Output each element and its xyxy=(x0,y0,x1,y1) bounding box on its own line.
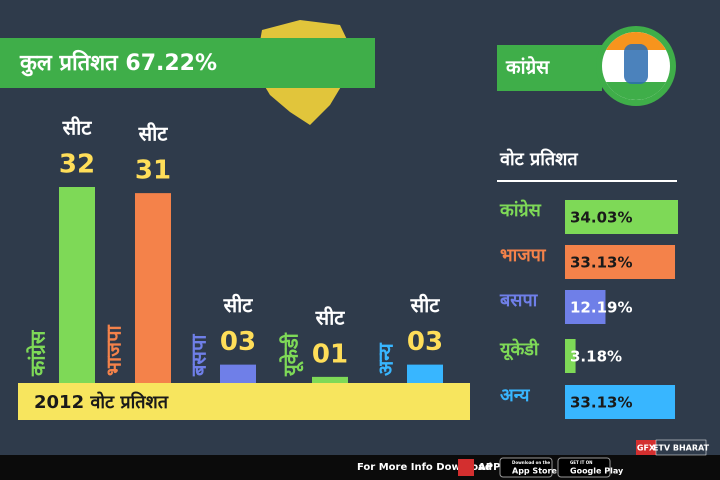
bar xyxy=(135,193,171,383)
value-caption: सीट xyxy=(410,293,441,317)
value-caption: सीट xyxy=(223,293,254,317)
party-logo xyxy=(596,26,676,106)
value-label: 12.19% xyxy=(570,299,632,317)
bar xyxy=(565,385,676,419)
value-label: 32 xyxy=(59,150,95,180)
party-banner xyxy=(497,45,602,91)
category-label: भाजपा xyxy=(102,325,126,376)
xlabel-band xyxy=(18,383,470,420)
party-name: कांग्रेस xyxy=(505,56,550,79)
google-play-badge[interactable] xyxy=(557,457,611,478)
vote-title: वोट प्रतिशत xyxy=(499,148,578,170)
value-caption: सीट xyxy=(138,122,169,146)
x-axis-label: 2012 वोट प्रतिशत xyxy=(34,391,169,413)
value-caption: सीट xyxy=(62,116,93,140)
bar xyxy=(565,339,576,373)
google-play-caption: GET IT ON xyxy=(570,460,593,465)
credit-gfx: GFX xyxy=(637,444,656,453)
bar xyxy=(565,200,678,234)
value-label: 31 xyxy=(135,156,171,186)
credit-badge xyxy=(655,439,707,456)
footer-app: APP xyxy=(478,462,500,473)
footer-text: For More Info Download xyxy=(357,462,492,473)
bar xyxy=(565,245,676,279)
value-label: 33.13% xyxy=(570,254,632,272)
bar xyxy=(220,364,256,383)
bar xyxy=(312,376,348,383)
category-label: अन्य xyxy=(374,342,398,376)
value-label: 3.18% xyxy=(570,348,622,366)
category-label: कांग्रेस xyxy=(499,199,542,221)
category-label: बसपा xyxy=(187,334,211,377)
app-store-badge[interactable] xyxy=(499,457,553,478)
header-title: कुल प्रतिशत 67.22% xyxy=(19,49,217,77)
value-caption: सीट xyxy=(315,305,346,329)
header-banner xyxy=(0,38,375,88)
app-icon xyxy=(458,459,474,476)
category-label: अन्य xyxy=(500,385,531,406)
bar xyxy=(565,290,606,324)
category-label: भाजपा xyxy=(500,245,547,266)
value-label: 03 xyxy=(220,327,256,357)
bar xyxy=(59,187,95,383)
category-label: यूकेडी xyxy=(499,338,540,361)
google-play-label: Google Play xyxy=(570,467,624,476)
value-label: 33.13% xyxy=(570,394,632,412)
credit-badge xyxy=(636,440,656,455)
category-label: बसपा xyxy=(499,290,539,311)
app-store-caption: Download on the xyxy=(512,460,550,465)
bar xyxy=(407,364,443,383)
category-label: कांग्रेस xyxy=(26,329,50,377)
value-label: 01 xyxy=(312,339,348,369)
category-label: यूकेडी xyxy=(279,332,304,377)
credit-channel: ETV BHARAT xyxy=(653,444,710,453)
app-store-label: App Store xyxy=(512,467,557,476)
value-label: 34.03% xyxy=(570,209,632,227)
value-label: 03 xyxy=(407,327,443,357)
